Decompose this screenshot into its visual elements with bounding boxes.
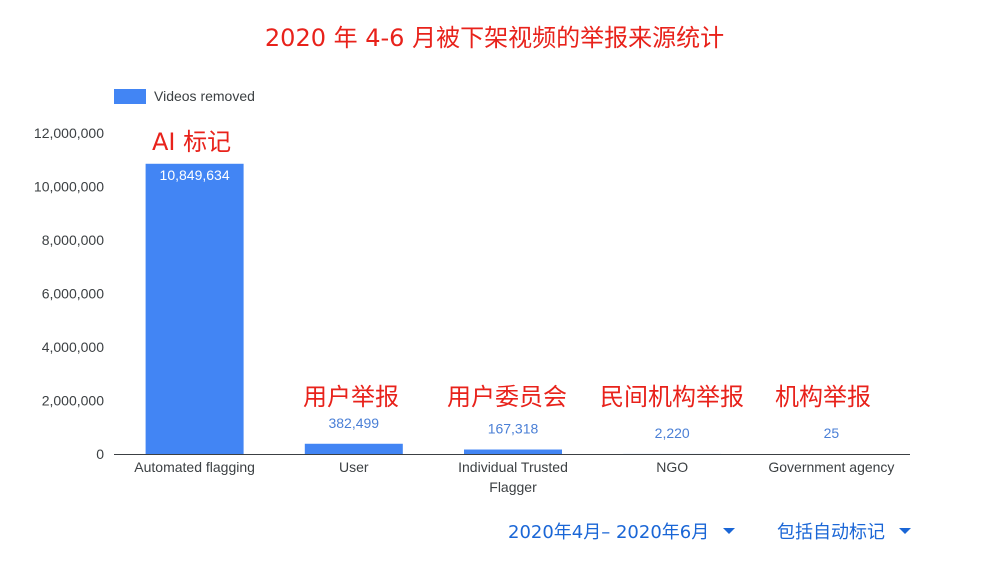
data-label: 2,220 [655, 425, 690, 441]
annotation-automated-flagging: AI 标记 [152, 128, 232, 156]
data-label: 10,849,634 [160, 167, 230, 183]
y-tick-label: 6,000,000 [42, 286, 104, 302]
data-label: 382,499 [328, 415, 379, 431]
bar [304, 443, 403, 454]
x-tick-label: NGO [656, 459, 688, 475]
bar [464, 449, 562, 454]
date-range-dropdown[interactable]: 2020年4月– 2020年6月 [508, 518, 736, 544]
data-label: 167,318 [488, 421, 539, 437]
x-tick-label: Flagger [489, 479, 537, 495]
chevron-down-icon [899, 528, 911, 534]
x-tick-label: Individual Trusted [458, 459, 568, 475]
chevron-down-icon [723, 528, 736, 534]
y-tick-label: 4,000,000 [42, 339, 104, 355]
legend: Videos removed [114, 88, 255, 104]
y-tick-label: 8,000,000 [42, 232, 104, 248]
flag-type-label: 包括自动标记 [777, 522, 885, 543]
data-label: 25 [824, 425, 840, 441]
x-tick-label: Automated flagging [134, 459, 255, 475]
y-tick-label: 12,000,000 [34, 125, 104, 141]
y-tick-label: 2,000,000 [42, 393, 104, 409]
flag-type-dropdown[interactable]: 包括自动标记 [777, 518, 911, 544]
bar [145, 163, 244, 455]
date-range-label: 2020年4月– 2020年6月 [508, 522, 710, 543]
x-tick-label: User [339, 459, 369, 475]
annotation-individual-trusted-flagger: 用户委员会 [447, 383, 567, 411]
y-tick-label: 10,000,000 [34, 179, 104, 195]
legend-label: Videos removed [154, 88, 255, 104]
page-title: 2020 年 4-6 月被下架视频的举报来源统计 [264, 24, 725, 52]
annotation-ngo: 民间机构举报 [600, 383, 744, 411]
x-tick-label: Government agency [768, 459, 894, 475]
annotation-government-agency: 机构举报 [775, 383, 871, 411]
annotation-user: 用户举报 [303, 383, 399, 411]
legend-swatch [114, 88, 146, 104]
y-tick-label: 0 [96, 446, 104, 462]
